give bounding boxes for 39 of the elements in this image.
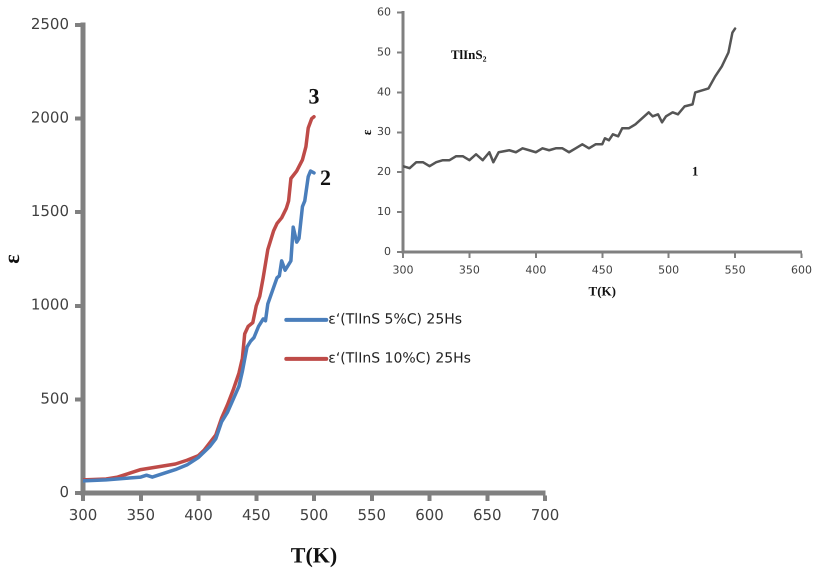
y-tick-label: 50 xyxy=(377,45,391,58)
y-tick-label: 0 xyxy=(59,482,69,501)
y-tick-label: 500 xyxy=(40,389,69,408)
x-tick-label: 300 xyxy=(392,263,414,276)
x-tick-label: 350 xyxy=(458,263,480,276)
x-tick-label: 700 xyxy=(530,506,560,524)
x-tick-label: 600 xyxy=(415,506,444,524)
x-tick-label: 300 xyxy=(68,506,98,524)
y-tick-label: 30 xyxy=(377,125,391,138)
x-tick-label: 350 xyxy=(126,506,156,524)
y-tick-label: 40 xyxy=(377,85,391,98)
legend-label: ε‘(TlInS 5%C) 25Hs xyxy=(328,311,462,328)
x-tick-label: 400 xyxy=(525,263,546,276)
x-tick-label: 400 xyxy=(184,506,213,524)
x-axis-title: T(K) xyxy=(588,284,616,299)
y-tick-label: 1500 xyxy=(30,202,69,220)
y-axis-title: ε xyxy=(359,129,374,136)
x-axis-title: T(K) xyxy=(290,542,338,568)
x-tick-label: 450 xyxy=(592,263,613,276)
y-tick-label: 1000 xyxy=(30,296,69,314)
x-tick-label: 450 xyxy=(242,506,271,524)
x-tick-label: 600 xyxy=(791,263,812,276)
x-tick-label: 500 xyxy=(300,506,328,524)
annotation: 3 xyxy=(308,84,320,109)
y-tick-label: 0 xyxy=(384,244,391,258)
x-tick-label: 550 xyxy=(357,506,386,524)
annotation: 2 xyxy=(320,165,332,190)
y-tick-label: 20 xyxy=(377,165,391,178)
y-tick-label: 60 xyxy=(377,5,391,18)
y-tick-label: 2500 xyxy=(30,14,69,33)
x-tick-label: 550 xyxy=(724,263,746,276)
x-tick-label: 650 xyxy=(472,506,502,524)
x-tick-label: 500 xyxy=(658,263,680,276)
y-tick-label: 2000 xyxy=(30,108,69,126)
legend-label: ε‘(TlInS 10%C) 25Hs xyxy=(328,350,471,366)
y-axis-title: ε xyxy=(0,254,24,264)
text: TlInS₂ xyxy=(450,47,487,62)
annotation: 1 xyxy=(692,164,698,179)
y-tick-label: 10 xyxy=(377,204,391,218)
